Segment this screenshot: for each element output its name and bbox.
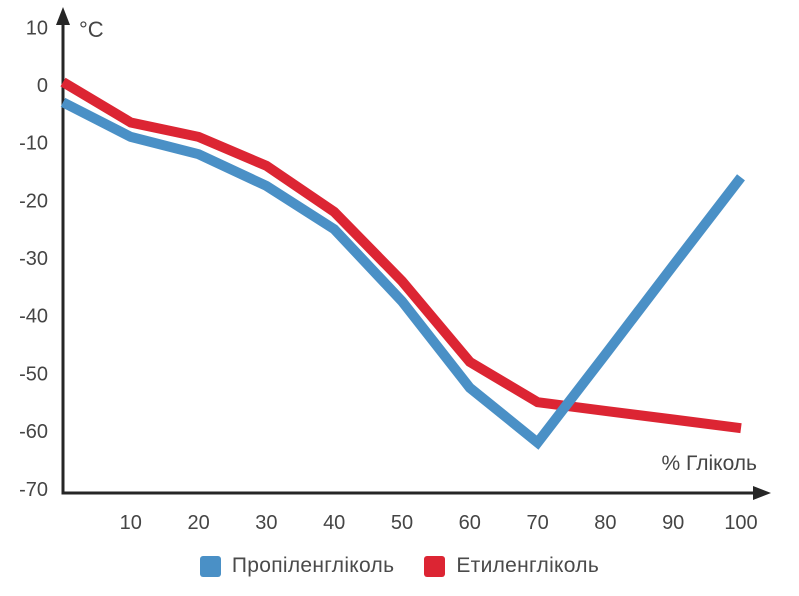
propylene-glycol-swatch-icon — [199, 555, 221, 577]
x-axis-arrow-icon — [753, 486, 771, 500]
ethylene-glycol-swatch-icon — [424, 555, 446, 577]
x-tick-label: 100 — [724, 512, 757, 534]
y-tick-label: -70 — [19, 479, 48, 501]
y-tick-label: -30 — [19, 248, 48, 270]
y-tick-label: -20 — [19, 190, 48, 212]
x-tick-label: 10 — [120, 512, 142, 534]
x-tick-label: 60 — [459, 512, 481, 534]
x-tick-label: 90 — [662, 512, 684, 534]
x-tick-label: 70 — [526, 512, 548, 534]
x-tick-label: 30 — [255, 512, 277, 534]
y-axis-unit-label: °C — [79, 17, 104, 42]
x-axis-unit-label: % Гліколь — [662, 452, 758, 475]
x-tick-label: 50 — [391, 512, 413, 534]
legend-label-propylene-glycol: Пропіленгліколь — [231, 554, 395, 577]
y-axis-arrow-icon — [56, 7, 70, 25]
legend-item-ethylene-glycol: Етиленгліколь — [424, 554, 599, 578]
y-tick-label: -50 — [19, 363, 48, 385]
chart-legend: Пропіленгліколь Етиленгліколь — [0, 554, 799, 578]
y-tick-label: 10 — [26, 17, 48, 39]
legend-label-ethylene-glycol: Етиленгліколь — [456, 554, 600, 577]
ethylene-glycol-line — [60, 77, 742, 434]
propylene-glycol-line — [60, 97, 745, 450]
x-tick-label: 20 — [187, 512, 209, 534]
x-tick-label: 80 — [594, 512, 616, 534]
legend-item-propylene-glycol: Пропіленгліколь — [199, 554, 395, 578]
x-tick-label: 40 — [323, 512, 345, 534]
y-tick-label: 0 — [37, 75, 48, 97]
y-tick-label: -60 — [19, 421, 48, 443]
y-tick-label: -10 — [19, 133, 48, 155]
y-tick-label: -40 — [19, 306, 48, 328]
